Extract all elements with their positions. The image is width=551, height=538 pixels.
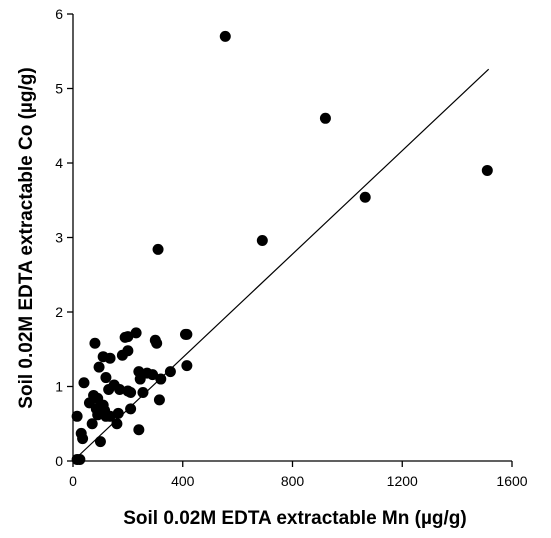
x-axis-ticks: 0 400 800 1200 1600	[69, 461, 528, 489]
data-point	[89, 337, 101, 349]
data-point	[153, 394, 165, 406]
data-point	[78, 377, 90, 389]
data-point	[92, 409, 104, 421]
data-point	[93, 361, 105, 373]
y-tick-label: 6	[55, 6, 63, 22]
data-point	[147, 369, 159, 381]
y-axis-title: Soil 0.02M EDTA extractable Co (µg/g)	[16, 67, 37, 408]
regression-line	[72, 68, 490, 462]
data-point	[151, 337, 163, 349]
plot-area: 0 1 2 3 4 5 6 0 400 800 1200 1600	[55, 6, 528, 489]
data-point	[86, 418, 98, 430]
data-point	[74, 454, 86, 466]
data-point	[481, 164, 493, 176]
y-tick-label: 1	[55, 379, 63, 395]
data-point	[359, 191, 371, 203]
y-tick-label: 4	[55, 155, 63, 171]
data-point	[103, 383, 115, 395]
data-points	[71, 30, 493, 466]
data-point	[94, 436, 106, 448]
data-point	[181, 360, 193, 372]
data-point	[125, 403, 137, 415]
data-point	[125, 386, 137, 398]
data-point	[319, 112, 331, 124]
data-point	[137, 386, 149, 398]
y-tick-label: 0	[55, 453, 63, 469]
y-tick-label: 2	[55, 304, 63, 320]
data-point	[104, 352, 116, 364]
data-point	[130, 327, 142, 339]
data-point	[104, 410, 116, 422]
data-point	[152, 243, 164, 255]
data-point	[219, 30, 231, 42]
x-tick-label: 400	[171, 473, 195, 489]
data-point	[164, 366, 176, 378]
data-point	[71, 410, 83, 422]
x-tick-label: 800	[281, 473, 305, 489]
y-tick-label: 3	[55, 230, 63, 246]
data-point	[111, 418, 123, 430]
x-tick-label: 0	[69, 473, 77, 489]
x-tick-label: 1200	[387, 473, 418, 489]
y-axis-ticks: 0 1 2 3 4 5 6	[55, 6, 73, 469]
data-point	[116, 349, 128, 361]
data-point	[134, 373, 146, 385]
y-tick-label: 5	[55, 81, 63, 97]
data-point	[179, 328, 191, 340]
data-point	[133, 424, 145, 436]
data-point	[122, 331, 134, 343]
x-axis-title: Soil 0.02M EDTA extractable Mn (µg/g)	[123, 508, 467, 529]
data-point	[100, 372, 112, 384]
data-point	[155, 373, 167, 385]
data-point	[114, 383, 126, 395]
x-tick-label: 1600	[496, 473, 527, 489]
data-point	[77, 433, 89, 445]
data-point	[256, 234, 268, 246]
